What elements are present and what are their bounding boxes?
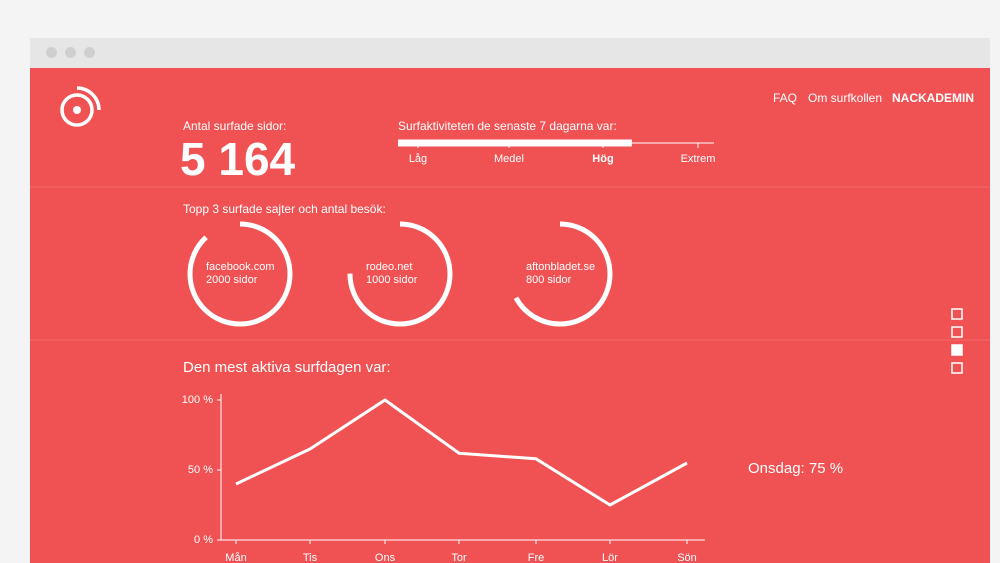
top-sites-label: Topp 3 surfade sajter och antal besök: (183, 202, 386, 216)
chart-annotation: Onsdag: 75 % (748, 460, 844, 477)
activity-label: Surfaktiviteten de senaste 7 dagarna var… (398, 119, 617, 133)
y-tick-label: 0 % (194, 534, 213, 546)
meter-level: Medel (494, 153, 524, 165)
x-tick-label: Ons (375, 552, 396, 563)
x-tick-label: Fre (528, 552, 545, 563)
x-tick-label: Sön (677, 552, 697, 563)
browser-window: FAQ Om surfkollen NACKADEMIN Antal surfa… (30, 38, 990, 563)
page-indicator[interactable] (951, 362, 963, 374)
page-indicator[interactable] (951, 344, 963, 356)
nav-link[interactable]: FAQ (773, 91, 798, 105)
meter-level: Extrem (681, 153, 716, 165)
window-dot (84, 47, 95, 58)
site-name: rodeo.net (366, 261, 412, 273)
y-tick-label: 100 % (182, 394, 213, 406)
site-visits: 2000 sidor (206, 274, 258, 286)
site-name: aftonbladet.se (526, 261, 595, 273)
meter-level: Låg (409, 153, 427, 165)
site-ring (187, 221, 293, 327)
site-ring (507, 221, 613, 327)
site-visits: 800 sidor (526, 274, 572, 286)
site-name: facebook.com (206, 261, 274, 273)
window-dot (65, 47, 76, 58)
site-ring (347, 221, 453, 327)
nav-link[interactable]: Om surfkollen (808, 91, 883, 105)
line-series (235, 398, 688, 507)
page-indicator[interactable] (951, 308, 963, 320)
x-tick-label: Tis (303, 552, 318, 563)
page-indicator[interactable] (951, 326, 963, 338)
x-tick-label: Tor (451, 552, 467, 563)
pages-label: Antal surfade sidor: (183, 119, 287, 133)
y-tick-label: 50 % (188, 464, 213, 476)
x-tick-label: Lör (602, 552, 618, 563)
window-dot (46, 47, 57, 58)
title-bar (30, 38, 990, 68)
chart-title: Den mest aktiva surfdagen var: (183, 359, 391, 376)
x-tick-label: Mån (225, 552, 246, 563)
nav-brand[interactable]: NACKADEMIN (892, 91, 974, 105)
meter-level: Hög (592, 153, 613, 165)
site-visits: 1000 sidor (366, 274, 418, 286)
logo (60, 86, 101, 127)
pages-count: 5 164 (180, 133, 296, 185)
